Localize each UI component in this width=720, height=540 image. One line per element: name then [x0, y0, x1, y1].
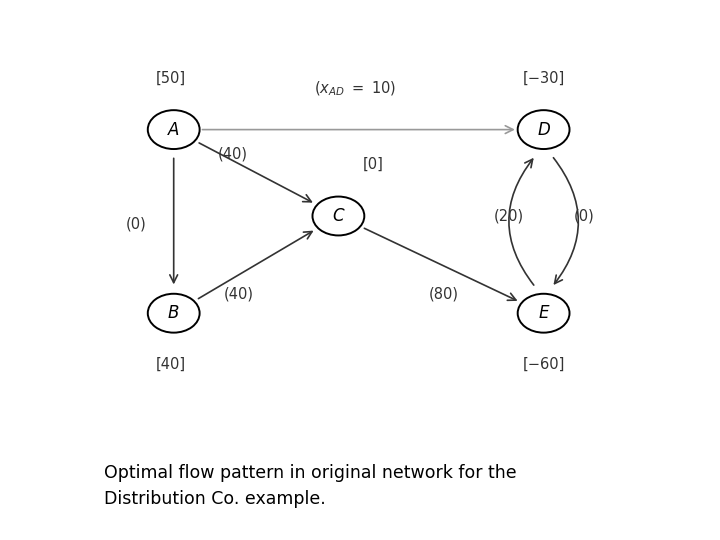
- Ellipse shape: [312, 197, 364, 235]
- Text: [−60]: [−60]: [523, 357, 564, 372]
- Ellipse shape: [518, 294, 570, 333]
- Text: [50]: [50]: [156, 71, 186, 86]
- Text: (0): (0): [574, 208, 595, 224]
- Text: D: D: [537, 120, 550, 139]
- Text: C: C: [333, 207, 344, 225]
- Text: (0): (0): [125, 217, 146, 232]
- Text: Optimal flow pattern in original network for the
Distribution Co. example.: Optimal flow pattern in original network…: [104, 464, 516, 508]
- Text: [40]: [40]: [156, 357, 186, 372]
- Text: [0]: [0]: [363, 157, 384, 172]
- Text: A: A: [168, 120, 179, 139]
- Text: E: E: [539, 304, 549, 322]
- Ellipse shape: [518, 110, 570, 149]
- Text: [−30]: [−30]: [523, 71, 564, 86]
- Text: (80): (80): [428, 287, 459, 302]
- Text: (40): (40): [218, 146, 248, 161]
- Ellipse shape: [148, 110, 199, 149]
- Ellipse shape: [148, 294, 199, 333]
- Text: $(x_{AD}\ =\ 10)$: $(x_{AD}\ =\ 10)$: [313, 80, 396, 98]
- Text: B: B: [168, 304, 179, 322]
- Text: (40): (40): [223, 287, 253, 302]
- Text: (20): (20): [493, 208, 523, 224]
